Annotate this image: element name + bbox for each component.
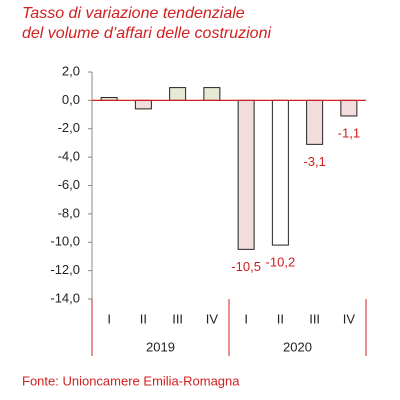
- bar: [134, 99, 152, 110]
- chart-title: Tasso di variazione tendenziale del volum…: [22, 5, 271, 42]
- y-tick-label: -10,0: [50, 234, 80, 249]
- x-tick-label: I: [107, 311, 111, 326]
- x-tick-label: II: [277, 311, 284, 326]
- x-tick-label: III: [172, 311, 183, 326]
- y-tick-label: -6,0: [58, 177, 80, 192]
- data-label: -10,5: [231, 259, 261, 274]
- x-tick-label: I: [244, 311, 248, 326]
- x-tick-label: IV: [206, 311, 219, 326]
- bar: [306, 99, 324, 145]
- y-tick-label: -4,0: [58, 149, 80, 164]
- x-tick-label: II: [140, 311, 147, 326]
- x-tick-label: III: [309, 311, 320, 326]
- bar: [340, 99, 358, 117]
- group-label: 2020: [283, 339, 312, 354]
- bar: [237, 99, 255, 250]
- y-tick-label: 2,0: [62, 63, 80, 78]
- data-label: -10,2: [266, 255, 296, 270]
- y-tick-label: 0,0: [62, 92, 80, 107]
- bar: [271, 99, 289, 246]
- bar: [169, 87, 187, 101]
- y-tick-label: -2,0: [58, 120, 80, 135]
- group-label: 2019: [146, 339, 175, 354]
- bar: [203, 87, 221, 101]
- x-tick-label: IV: [343, 311, 356, 326]
- source: Fonte: Unioncamere Emilia-Romagna: [22, 373, 240, 388]
- y-tick-label: -12,0: [50, 262, 80, 277]
- y-tick-label: -14,0: [50, 290, 80, 305]
- data-label: -1,1: [338, 125, 360, 140]
- y-tick-label: -8,0: [58, 205, 80, 220]
- data-label: -3,1: [303, 154, 325, 169]
